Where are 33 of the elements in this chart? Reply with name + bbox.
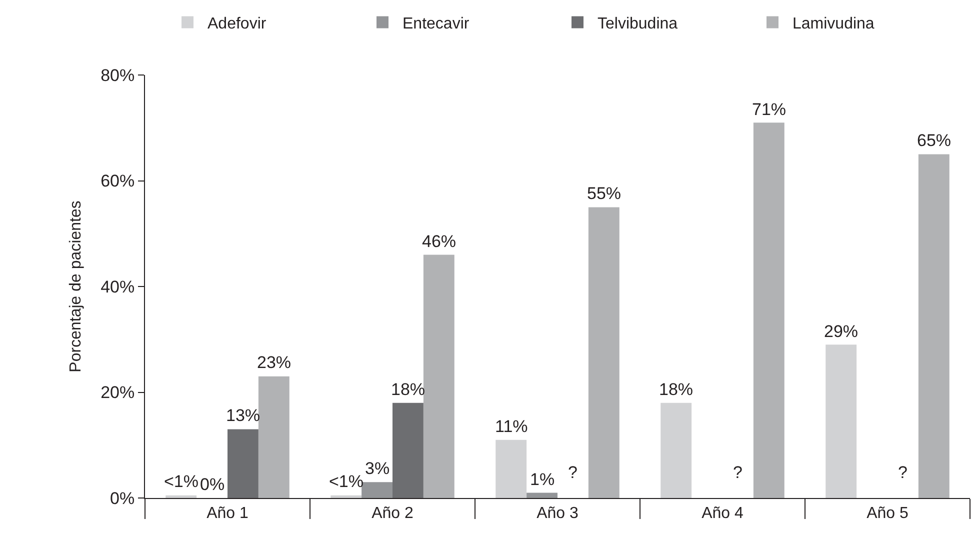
data-label: 23% bbox=[257, 353, 292, 372]
data-label: 55% bbox=[587, 184, 622, 203]
data-label: 46% bbox=[422, 232, 456, 251]
data-label: 3% bbox=[365, 459, 390, 478]
y-tick-label: 80% bbox=[100, 66, 135, 85]
y-tick-label: 60% bbox=[100, 172, 135, 191]
text: ? bbox=[733, 463, 742, 482]
x-tick-label: Año 2 bbox=[372, 505, 414, 522]
data-label: 11% bbox=[495, 417, 528, 436]
data-label: 65% bbox=[917, 131, 952, 150]
y-axis-title: Porcentaje de pacientes bbox=[67, 200, 84, 372]
legend-label: Entecavir bbox=[402, 16, 470, 33]
legend-label: Lamivudina bbox=[792, 16, 874, 33]
data-label: 18% bbox=[391, 380, 426, 399]
data-label: <1% bbox=[329, 472, 364, 491]
legend-label: Telvibudina bbox=[598, 16, 678, 33]
data-label: 29% bbox=[824, 322, 858, 341]
y-tick-label: 0% bbox=[110, 488, 135, 508]
data-label: 13% bbox=[226, 406, 260, 425]
text: ? bbox=[898, 463, 908, 482]
x-tick-label: Año 1 bbox=[206, 505, 249, 522]
text: ? bbox=[568, 463, 578, 482]
data-label: 1% bbox=[530, 470, 555, 489]
y-tick-label: 40% bbox=[100, 277, 135, 296]
data-label: 71% bbox=[752, 100, 786, 119]
data-label: <1% bbox=[164, 472, 198, 491]
y-tick-label: 20% bbox=[100, 383, 135, 402]
x-tick-label: Año 3 bbox=[536, 505, 579, 522]
x-tick-label: Año 5 bbox=[866, 505, 909, 522]
data-label: 0% bbox=[200, 475, 225, 494]
legend-label: Adefovir bbox=[208, 16, 267, 33]
x-tick-label: Año 4 bbox=[702, 505, 744, 522]
data-label: 18% bbox=[659, 380, 694, 399]
